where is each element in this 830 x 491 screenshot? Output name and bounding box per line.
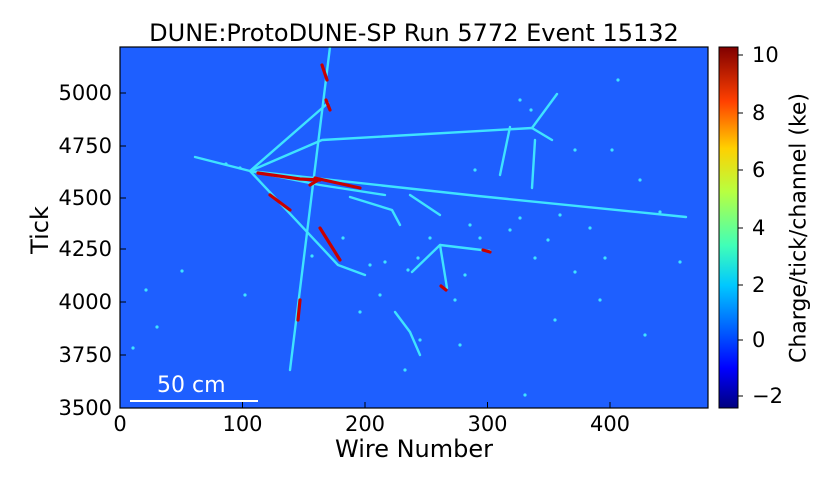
colorbar-tick-label: 8: [752, 101, 766, 125]
charge-hit: [418, 338, 422, 342]
particle-track: [438, 243, 449, 290]
y-tick-label: 5000: [58, 81, 112, 105]
charge-hit: [383, 260, 387, 264]
high-charge-deposit: [308, 178, 320, 187]
colorbar-tick-label: 4: [752, 216, 766, 240]
colorbar-tick-label: 10: [752, 43, 779, 67]
particle-track: [530, 92, 559, 130]
charge-hit: [553, 318, 557, 322]
colorbar-tick-label: 6: [752, 158, 766, 182]
charge-hit: [598, 298, 602, 302]
particle-track: [393, 310, 422, 357]
charge-hit: [468, 223, 472, 227]
charge-hit: [378, 293, 382, 297]
charge-hit: [458, 343, 462, 347]
charge-hit: [533, 256, 537, 260]
x-tick-label: 400: [589, 412, 631, 436]
colorbar-tick-label: −2: [752, 384, 783, 408]
high-charge-deposit: [439, 284, 448, 292]
charge-hit: [224, 162, 228, 166]
charge-hit: [403, 368, 407, 372]
y-tick-label: 3750: [58, 343, 112, 367]
y-axis-label: Tick: [26, 206, 54, 254]
charge-hit: [678, 260, 682, 264]
charge-hit: [463, 273, 467, 277]
charge-hit: [518, 216, 522, 220]
particle-track: [193, 155, 688, 219]
charge-hit: [131, 346, 135, 350]
charge-hit: [573, 148, 577, 152]
charge-hit: [573, 270, 577, 274]
particle-track: [498, 125, 512, 177]
particle-track: [530, 138, 537, 190]
charge-hit: [638, 178, 642, 182]
charge-hit: [473, 168, 477, 172]
high-charge-deposit: [320, 63, 329, 82]
charge-hit: [523, 393, 527, 397]
charge-hit: [358, 310, 362, 314]
x-tick-label: 200: [344, 412, 386, 436]
x-axis-label: Wire Number: [334, 435, 493, 463]
plot-title: DUNE:ProtoDUNE-SP Run 5772 Event 15132: [149, 19, 679, 47]
charge-hit: [416, 256, 420, 260]
charge-hit: [428, 236, 432, 240]
colorbar-tick-marks: [738, 54, 743, 397]
y-tick-label: 4500: [58, 186, 112, 210]
charge-hit: [453, 298, 457, 302]
high-charge-deposit: [313, 176, 362, 190]
colorbar-tick-label: 0: [752, 328, 766, 352]
charge-hit: [341, 236, 345, 240]
particle-track: [348, 195, 402, 227]
charge-hit: [658, 210, 662, 214]
plot-frame: [119, 46, 709, 409]
charge-hit: [238, 166, 242, 170]
charge-hit: [180, 269, 184, 273]
particle-tracks: [131, 47, 688, 397]
charge-hit: [478, 236, 482, 240]
charge-hit: [558, 213, 562, 217]
charge-hit: [643, 333, 647, 337]
charge-hit: [508, 228, 512, 232]
charge-hit: [529, 108, 533, 112]
charge-hit: [546, 238, 550, 242]
charge-hit: [616, 78, 620, 82]
high-charge-deposit: [481, 248, 492, 254]
colorbar-tick-label: 2: [752, 273, 766, 297]
colorbar-label: Charge/tick/channel (ke): [786, 92, 812, 364]
charge-hit: [310, 254, 314, 258]
y-tick-label: 3500: [58, 396, 112, 420]
charge-hit: [144, 288, 148, 292]
high-charge-deposit: [318, 226, 342, 262]
scale-bar-label: 50 cm: [157, 373, 226, 398]
charge-hit: [406, 268, 410, 272]
charge-hit: [368, 263, 372, 267]
particle-track: [408, 193, 442, 217]
particle-track: [248, 126, 534, 173]
charge-hit: [588, 226, 592, 230]
particle-track: [248, 101, 330, 173]
high-charge-deposit: [324, 98, 332, 112]
y-tick-label: 4250: [58, 237, 112, 261]
axis-tick-marks: [119, 92, 611, 409]
charge-hit: [155, 325, 159, 329]
x-tick-label: 300: [467, 412, 508, 436]
y-tick-label: 4750: [58, 134, 112, 158]
charge-hit: [518, 98, 522, 102]
charge-hit: [603, 256, 607, 260]
plot-background: [120, 47, 708, 408]
high-charge-deposit: [268, 193, 292, 212]
charge-hit: [610, 148, 614, 152]
particle-track: [288, 47, 332, 372]
high-charge-deposit: [296, 298, 302, 322]
x-tick-label: 100: [222, 412, 263, 436]
charge-hit: [243, 293, 247, 297]
x-tick-label: 0: [113, 412, 127, 436]
colorbar: [718, 46, 739, 409]
high-charge-deposit: [256, 171, 322, 182]
particle-track: [530, 126, 554, 142]
y-tick-label: 4000: [58, 290, 112, 314]
